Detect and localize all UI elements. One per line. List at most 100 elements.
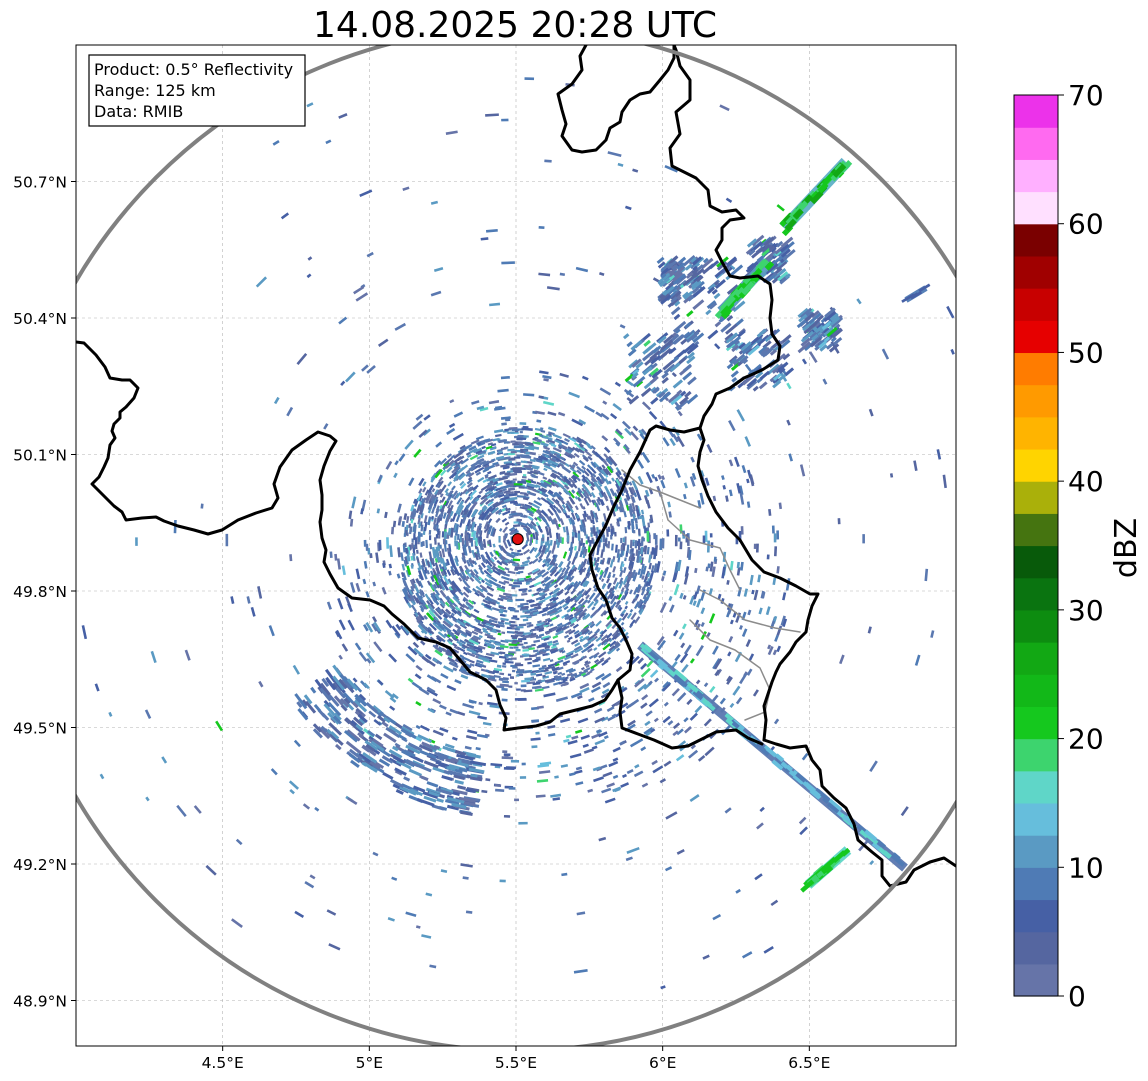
echo-speck [695,623,701,631]
echo-speck [419,595,424,600]
echo-speck [798,816,807,825]
echo-speck [595,411,603,418]
echo-speck [435,551,440,560]
echo-speck [605,505,610,511]
echo-speck [473,576,479,581]
echo-speck [528,491,536,497]
echo-speck [826,802,840,814]
echo-speck [419,521,423,527]
echo-speck [414,762,432,773]
echo-speck [581,628,590,635]
echo-speck [463,651,468,656]
echo-speck [496,685,505,689]
echo-speck [348,748,364,761]
echo-speck [566,447,573,453]
echo-speck [652,371,659,378]
echo-speck [443,769,453,776]
echo-speck [588,515,592,521]
echo-speck [439,603,445,609]
echo-speck [800,879,815,893]
echo-speck [466,453,472,459]
echo-speck [458,473,466,481]
echo-speck [708,588,713,596]
echo-speck [559,272,566,277]
echo-speck [660,985,666,990]
echo-speck [477,476,485,483]
echo-speck [648,410,658,420]
echo-speck [540,510,548,517]
echo-speck [609,523,613,531]
echo-speck [568,668,576,674]
echo-speck [538,633,545,637]
echo-speck [629,619,636,627]
echo-speck [542,374,552,380]
echo-speck [542,588,550,594]
echo-speck [761,243,771,253]
echo-speck [590,445,596,450]
echo-speck [454,761,469,768]
echo-speck [427,603,436,613]
echo-speck [661,281,668,287]
echo-speck [423,614,429,620]
echo-speck [302,803,311,810]
echo-speck [429,603,436,610]
echo-speck [545,617,551,622]
echo-speck [540,429,546,433]
echo-speck [544,583,551,590]
echo-speck [416,619,421,624]
echo-speck [464,745,472,750]
echo-speck [346,678,359,691]
echo-speck [583,629,591,635]
echo-speck [403,596,410,604]
echo-speck [495,629,501,633]
echo-speck [453,450,464,459]
echo-speck [543,378,549,382]
echo-speck [441,548,446,558]
echo-speck [503,441,509,444]
echo-speck [472,496,478,502]
echo-speck [430,575,435,583]
echo-speck [440,484,447,492]
echo-speck [732,685,741,696]
echo-speck [759,236,772,248]
echo-speck [684,263,693,271]
echo-speck [558,442,563,447]
echo-speck [458,577,463,582]
echo-speck [531,719,540,723]
echo-speck [735,612,742,623]
echo-speck [624,427,633,436]
echo-speck [601,435,609,442]
echo-speck [548,515,555,525]
echo-speck [571,418,584,427]
echo-speck [572,474,578,480]
echo-speck [288,780,300,790]
echo-speck [637,568,642,576]
colorbar-bin [1014,513,1058,547]
info-box-frame [88,54,306,127]
echo-speck [448,551,454,564]
echo-speck [462,876,469,880]
echo-speck [746,238,758,248]
echo-speck [640,546,644,555]
echo-speck [472,530,477,541]
echo-speck [498,655,507,659]
echo-speck [434,645,442,652]
echo-speck [564,448,572,455]
echo-speck [500,464,508,468]
echo-speck [694,705,703,714]
echo-speck [579,503,585,510]
echo-speck [617,617,623,624]
echo-speck [643,339,651,347]
echo-speck [556,481,565,489]
echo-speck [756,254,766,263]
echo-speck [436,483,441,488]
radar-site-marker [511,533,524,546]
echo-speck [732,353,746,366]
echo-speck [549,566,556,574]
echo-speck [335,743,342,751]
echo-speck [497,646,505,650]
echo-speck [383,732,397,743]
echo-speck [498,568,507,575]
echo-speck [404,439,414,450]
echo-speck [537,455,549,461]
